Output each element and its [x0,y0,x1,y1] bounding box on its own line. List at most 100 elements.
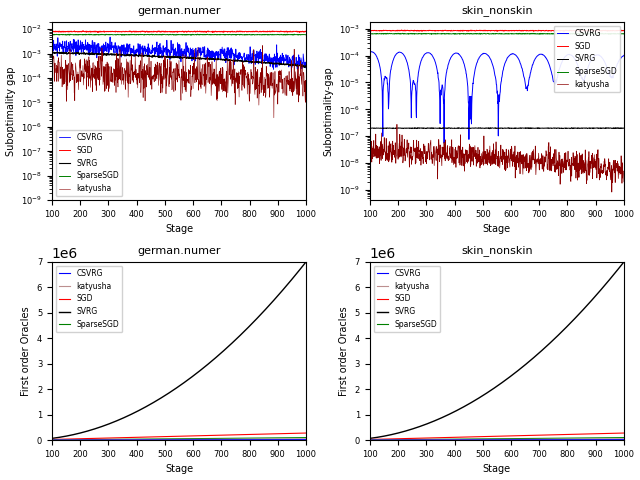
CSVRG [287,70,295,75]
CSVRG [367,49,374,55]
SparseSGD [145,436,152,442]
CSVRG [532,437,540,443]
SGD [302,29,310,35]
SGD [241,29,248,35]
SparseSGD [620,31,628,36]
katyusha [338,437,346,443]
SGD [145,434,152,440]
SGD [367,436,374,442]
katyusha [49,437,56,443]
SGD [620,27,628,33]
X-axis label: Stage: Stage [165,225,193,234]
katyusha [338,158,346,164]
CSVRG [134,42,142,48]
SparseSGD [214,32,222,37]
CSVRG [245,55,253,61]
SGD [94,30,102,36]
SparseSGD [20,437,28,443]
SparseSGD [194,31,202,37]
Title: german.numer: german.numer [137,6,221,15]
SVRG [620,259,628,265]
SGD [338,28,346,34]
SVRG [214,353,221,359]
Y-axis label: Suboptimality gap: Suboptimality gap [6,66,15,156]
SparseSGD [49,437,56,443]
CSVRG [463,71,470,77]
SGD [302,430,310,436]
SparseSGD [214,435,221,441]
Line: katyusha: katyusha [342,124,624,192]
CSVRG [20,437,28,443]
SVRG [563,324,571,329]
CSVRG [302,61,310,67]
SparseSGD [367,437,374,443]
CSVRG [49,437,56,443]
CSVRG [452,50,460,56]
SVRG [302,259,310,265]
SGD [530,28,538,34]
Title: german.numer: german.numer [137,246,221,255]
SVRG [214,57,222,62]
katyusha [145,437,152,443]
SVRG [462,403,470,408]
SVRG [21,48,29,54]
Line: SVRG: SVRG [342,128,624,129]
SparseSGD [245,435,253,441]
SVRG [338,125,346,131]
SparseSGD [302,32,310,37]
Y-axis label: Suboptimality-gap: Suboptimality-gap [323,66,333,156]
X-axis label: Stage: Stage [165,465,193,474]
CSVRG [241,50,248,56]
Line: SparseSGD: SparseSGD [342,438,624,440]
katyusha [532,436,540,442]
X-axis label: Stage: Stage [483,225,511,234]
katyusha [36,41,44,47]
CSVRG [367,437,374,443]
SparseSGD [428,31,435,37]
CSVRG [245,437,253,443]
Line: SGD: SGD [24,433,306,440]
Line: SGD: SGD [24,31,306,33]
SVRG [532,353,540,359]
SGD [240,432,248,437]
Line: SparseSGD: SparseSGD [24,34,306,35]
SGD [338,437,346,443]
SVRG [365,125,373,131]
SparseSGD [245,32,253,37]
CSVRG [563,437,571,443]
SparseSGD [558,435,566,441]
SGD [532,28,540,34]
SparseSGD [463,31,470,36]
katyusha [367,149,374,155]
CSVRG [532,55,540,60]
Line: SGD: SGD [342,433,624,440]
SGD [532,432,540,438]
CSVRG [302,437,310,443]
SGD [367,28,374,34]
katyusha [240,436,248,442]
CSVRG [22,5,30,11]
Line: katyusha: katyusha [24,439,306,440]
CSVRG [49,39,57,45]
SVRG [463,125,470,131]
SparseSGD [394,30,402,36]
katyusha [620,436,628,442]
CSVRG [240,437,248,443]
SVRG [559,125,566,131]
SGD [452,28,460,34]
CSVRG [563,52,571,58]
CSVRG [20,7,28,12]
SGD [559,28,566,34]
Line: SVRG: SVRG [24,51,306,67]
katyusha [367,437,374,443]
SparseSGD [338,31,346,36]
SparseSGD [134,32,142,37]
CSVRG [145,42,152,48]
SparseSGD [49,31,56,37]
Legend: CSVRG, SGD, SVRG, SparseSGD, katyusha: CSVRG, SGD, SVRG, SparseSGD, katyusha [56,130,122,196]
SVRG [145,53,152,59]
SparseSGD [145,32,152,37]
Line: SparseSGD: SparseSGD [342,33,624,34]
SVRG [241,58,248,64]
Y-axis label: First order Oracles: First order Oracles [21,306,31,396]
